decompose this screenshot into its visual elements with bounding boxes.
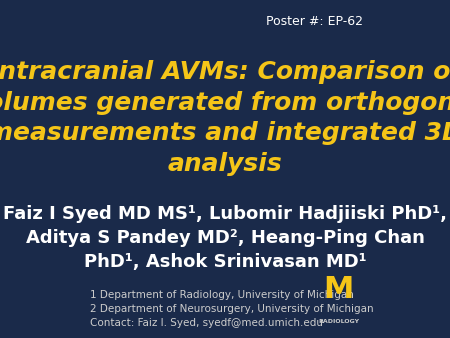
Text: 1 Department of Radiology, University of Michigan
2 Department of Neurosurgery, : 1 Department of Radiology, University of…	[90, 290, 373, 329]
Text: Faiz I Syed MD MS¹, Lubomir Hadjiiski PhD¹,
Aditya S Pandey MD², Heang-Ping Chan: Faiz I Syed MD MS¹, Lubomir Hadjiiski Ph…	[3, 205, 447, 270]
Text: M: M	[324, 275, 354, 304]
Text: Intracranial AVMs: Comparison of
volumes generated from orthogonal
measurements : Intracranial AVMs: Comparison of volumes…	[0, 60, 450, 176]
Text: Poster #: EP-62: Poster #: EP-62	[266, 15, 363, 28]
Text: RADIOLOGY: RADIOLOGY	[318, 319, 360, 324]
